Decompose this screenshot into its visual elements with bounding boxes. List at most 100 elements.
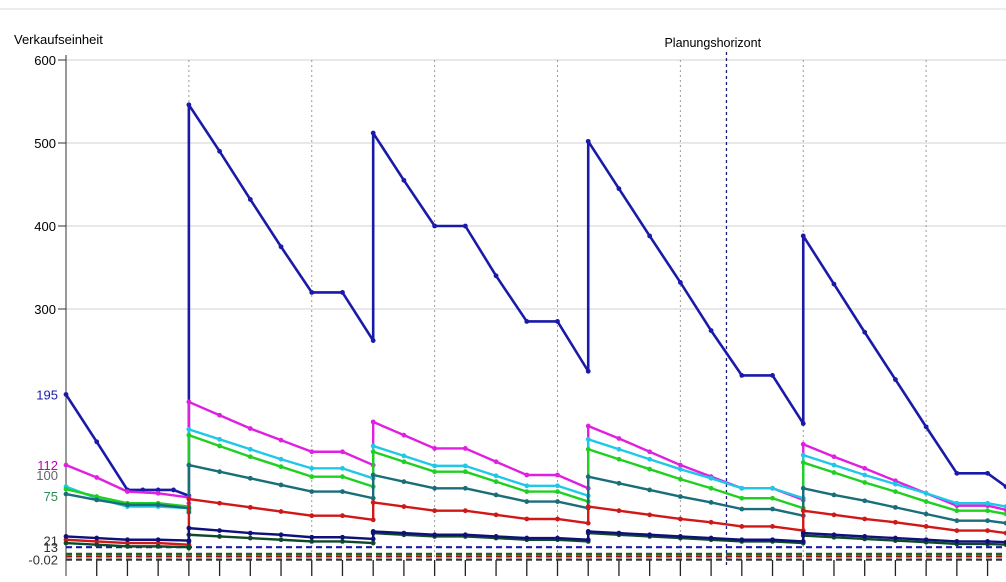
data-point [831, 492, 837, 498]
data-point [401, 504, 407, 509]
data-point [616, 436, 622, 441]
data-point [247, 446, 253, 452]
data-point [217, 148, 222, 154]
data-point [555, 499, 560, 504]
y-tick-label: 300 [34, 302, 56, 317]
data-point [125, 540, 130, 546]
data-point [155, 502, 161, 508]
data-point [647, 449, 653, 455]
data-point [309, 489, 315, 494]
data-point [309, 513, 315, 519]
data-point [739, 495, 745, 501]
data-point [677, 534, 683, 539]
data-point [370, 517, 376, 523]
data-point [954, 508, 960, 514]
data-point [954, 470, 960, 476]
data-point [278, 537, 284, 543]
data-point [647, 456, 653, 462]
data-point [94, 475, 100, 480]
value-label: 75 [44, 489, 58, 504]
data-point [893, 377, 898, 382]
data-point [893, 489, 898, 494]
data-point [94, 535, 100, 541]
data-point [954, 528, 960, 534]
data-point [923, 424, 929, 430]
value-label: 13 [44, 540, 58, 555]
data-point [585, 446, 591, 452]
y-tick-label: 600 [34, 53, 56, 68]
data-point [954, 539, 960, 544]
data-point [708, 499, 714, 505]
data-point [186, 102, 192, 108]
data-point [186, 545, 192, 551]
data-point [677, 462, 683, 468]
data-point [155, 543, 161, 549]
data-point [401, 479, 407, 485]
data-point [401, 459, 407, 465]
data-point [94, 539, 100, 544]
data-point [585, 504, 591, 509]
data-point [862, 465, 868, 471]
data-point [555, 483, 560, 489]
data-point [862, 329, 868, 335]
data-point [770, 485, 775, 491]
data-point [1003, 530, 1006, 536]
data-point [125, 537, 130, 543]
data-point [340, 513, 345, 519]
data-point [708, 519, 714, 525]
data-point [340, 534, 345, 540]
data-point [524, 319, 530, 324]
data-point [63, 537, 69, 543]
data-point [278, 464, 284, 470]
data-point [677, 494, 683, 499]
data-point [340, 474, 345, 480]
data-point [555, 535, 560, 541]
data-point [217, 436, 222, 442]
data-point [647, 532, 653, 538]
data-point [770, 537, 775, 543]
data-point [524, 472, 530, 478]
data-point [462, 446, 468, 451]
data-point [677, 280, 683, 285]
data-point [125, 502, 130, 508]
data-point [585, 529, 591, 534]
data-point [708, 535, 714, 541]
data-point [278, 509, 284, 514]
data-point [893, 519, 898, 525]
value-label: -0.02 [28, 553, 58, 568]
data-point [370, 443, 376, 449]
data-point [155, 487, 161, 493]
value-label: 21 [44, 534, 58, 549]
data-point [217, 528, 222, 534]
data-point [247, 504, 253, 510]
data-point [247, 454, 253, 460]
value-label: 112 [37, 458, 58, 473]
data-point [739, 485, 745, 491]
data-point [401, 530, 407, 536]
data-point [278, 437, 284, 443]
data-point [524, 535, 530, 541]
y-tick-label: 400 [34, 219, 56, 234]
labels: Verkaufseinheit Planungshorizont 1951121… [14, 32, 762, 568]
data-point [401, 432, 407, 438]
data-point [94, 497, 100, 503]
data-point [862, 472, 868, 478]
data-point [186, 432, 192, 438]
data-point [370, 338, 376, 343]
data-point [370, 472, 376, 478]
data-point [401, 453, 407, 459]
data-point [555, 516, 560, 522]
data-point [493, 459, 499, 465]
data-point [155, 540, 161, 546]
data-point [800, 485, 806, 491]
data-point [63, 462, 69, 468]
data-point [63, 392, 69, 397]
data-point [893, 504, 898, 510]
data-point [800, 530, 806, 536]
data-point [370, 540, 376, 546]
data-point [63, 540, 69, 546]
data-point [217, 469, 222, 475]
data-point [278, 482, 284, 488]
data-point [462, 485, 468, 491]
